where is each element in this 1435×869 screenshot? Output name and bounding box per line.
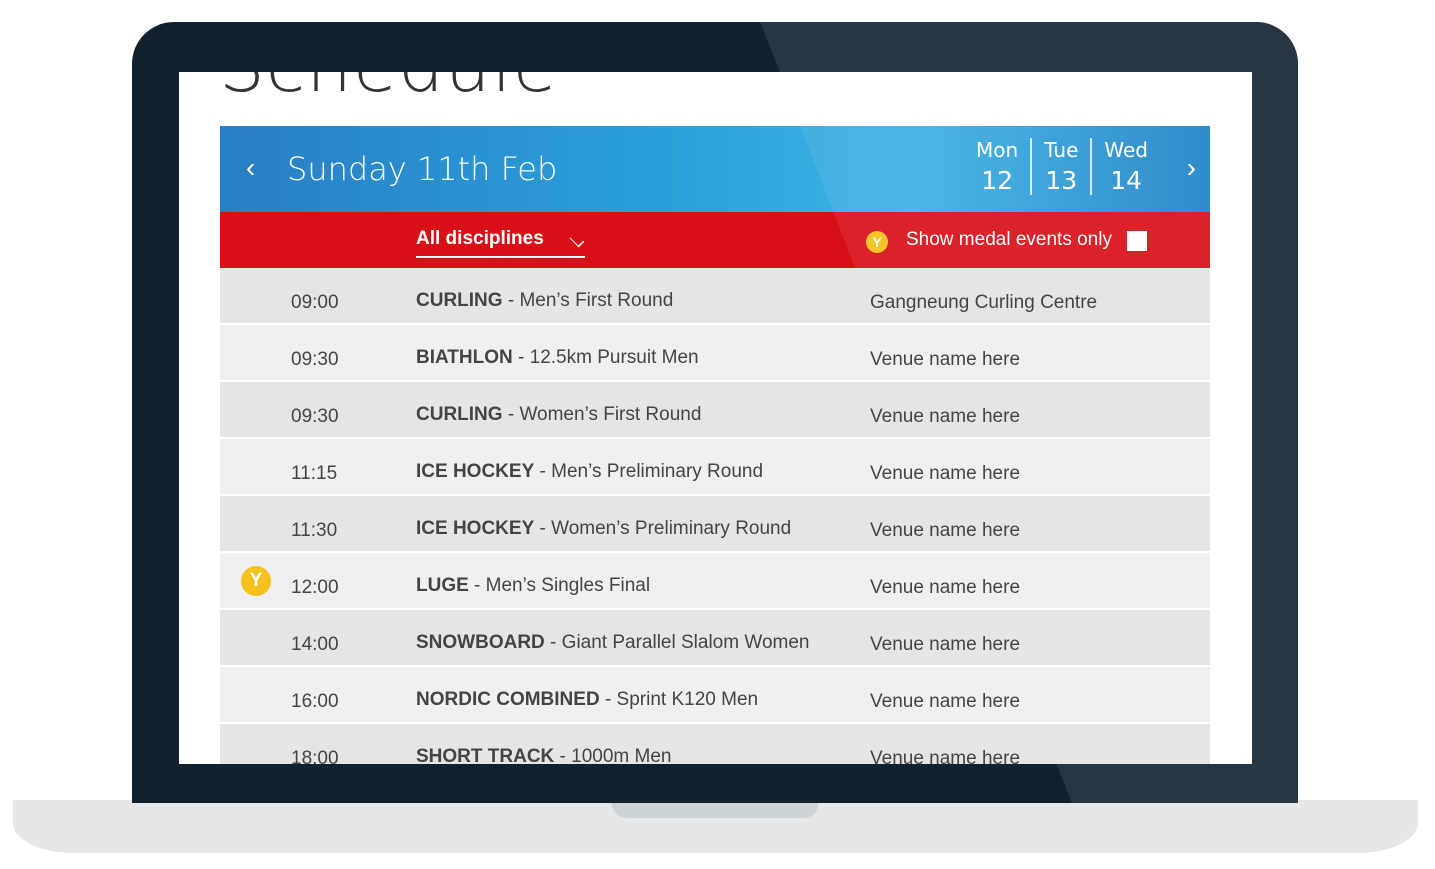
day-number: 12 xyxy=(981,166,1014,195)
event-name: - 12.5km Pursuit Men xyxy=(512,347,699,368)
event-time: 11:15 xyxy=(291,463,338,484)
table-row[interactable]: 16:00 NORDIC COMBINED - Sprint K120 Men Ve… xyxy=(220,667,1210,724)
sport-name: ICE HOCKEY xyxy=(416,461,535,482)
table-row[interactable]: 18:00 SHORT TRACK - 1000m Men Venue name h… xyxy=(220,724,1210,764)
laptop-notch xyxy=(612,800,818,818)
table-row[interactable]: Y 12:00 LUGE - Men’s Singles Final Venue na… xyxy=(220,553,1210,610)
screen: Schedule ‹ Sunday 11th Feb Mon 12 Tue 13 W… xyxy=(179,72,1252,764)
event-title: SNOWBOARD - Giant Parallel Slalom Women xyxy=(416,632,809,654)
event-venue: Venue name here xyxy=(870,634,1021,655)
table-row[interactable]: 09:00 CURLING - Men’s First Round Gangneun… xyxy=(220,268,1210,325)
day-number: 14 xyxy=(1110,166,1143,195)
event-time: 18:00 xyxy=(291,748,339,764)
event-venue: Venue name here xyxy=(870,520,1021,541)
event-time: 12:00 xyxy=(291,577,339,598)
event-title: CURLING - Men’s First Round xyxy=(416,290,673,312)
medal-icon: Y xyxy=(241,566,271,596)
discipline-dropdown[interactable]: All disciplines xyxy=(416,228,585,258)
event-name: - Women’s Preliminary Round xyxy=(534,518,792,539)
table-row[interactable]: 09:30 CURLING - Women’s First Round Venue … xyxy=(220,382,1210,439)
table-row[interactable]: 14:00 SNOWBOARD - Giant Parallel Slalom W… xyxy=(220,610,1210,667)
event-time: 14:00 xyxy=(291,634,339,655)
event-venue: Venue name here xyxy=(870,406,1021,427)
medal-filter-label: Show medal events only xyxy=(906,229,1112,250)
event-list: 09:00 CURLING - Men’s First Round Gangneun… xyxy=(220,268,1210,764)
day-name: Wed xyxy=(1104,138,1148,162)
event-venue: Venue name here xyxy=(870,577,1021,598)
day-tab[interactable]: Mon 12 xyxy=(964,138,1030,195)
day-name: Mon xyxy=(976,138,1019,162)
event-name: - Giant Parallel Slalom Women xyxy=(544,632,810,653)
medal-filter-checkbox[interactable] xyxy=(1127,231,1147,251)
discipline-label: All disciplines xyxy=(416,228,544,249)
day-selector: Mon 12 Tue 13 Wed 14 xyxy=(964,138,1160,195)
event-title: ICE HOCKEY - Men’s Preliminary Round xyxy=(416,461,763,483)
event-title: SHORT TRACK - 1000m Men xyxy=(416,746,672,764)
event-time: 11:30 xyxy=(291,520,338,541)
event-name: - Sprint K120 Men xyxy=(599,689,759,710)
event-name: - Men’s Singles Final xyxy=(468,575,651,596)
table-row[interactable]: 11:15 ICE HOCKEY - Men’s Preliminary Roun… xyxy=(220,439,1210,496)
event-name: - Men’s Preliminary Round xyxy=(534,461,764,482)
table-row[interactable]: 09:30 BIATHLON - 12.5km Pursuit Men Venue … xyxy=(220,325,1210,382)
event-title: LUGE - Men’s Singles Final xyxy=(416,575,650,597)
event-venue: Venue name here xyxy=(870,691,1021,712)
sport-name: SNOWBOARD xyxy=(416,632,545,653)
day-tab[interactable]: Wed 14 xyxy=(1090,138,1160,195)
event-title: CURLING - Women’s First Round xyxy=(416,404,701,426)
event-time: 09:00 xyxy=(291,292,339,313)
table-row[interactable]: 11:30 ICE HOCKEY - Women’s Preliminary Ro… xyxy=(220,496,1210,553)
schedule-panel: ‹ Sunday 11th Feb Mon 12 Tue 13 Wed 14 › Al… xyxy=(220,126,1210,764)
day-tab[interactable]: Tue 13 xyxy=(1030,138,1090,195)
filter-bar: All disciplines Y Show medal events only xyxy=(220,212,1210,268)
medal-icon: Y xyxy=(866,231,888,253)
page-title: Schedule xyxy=(219,72,558,108)
sport-name: ICE HOCKEY xyxy=(416,518,535,539)
sport-name: CURLING xyxy=(416,290,503,311)
event-name: - Women’s First Round xyxy=(502,404,702,425)
chevron-right-icon[interactable]: › xyxy=(1186,152,1196,183)
event-title: ICE HOCKEY - Women’s Preliminary Round xyxy=(416,518,791,540)
sport-name: CURLING xyxy=(416,404,503,425)
event-venue: Gangneung Curling Centre xyxy=(870,292,1098,313)
sport-name: BIATHLON xyxy=(416,347,513,368)
event-time: 09:30 xyxy=(291,349,339,370)
current-date: Sunday 11th Feb xyxy=(287,150,558,188)
chevron-down-icon xyxy=(569,232,585,248)
sport-name: LUGE xyxy=(416,575,469,596)
chevron-left-icon[interactable]: ‹ xyxy=(246,152,256,183)
event-title: NORDIC COMBINED - Sprint K120 Men xyxy=(416,689,758,711)
day-number: 13 xyxy=(1045,166,1078,195)
event-time: 16:00 xyxy=(291,691,339,712)
event-time: 09:30 xyxy=(291,406,339,427)
day-name: Tue xyxy=(1044,138,1079,162)
event-name: - 1000m Men xyxy=(554,746,672,764)
event-venue: Venue name here xyxy=(870,349,1021,370)
event-title: BIATHLON - 12.5km Pursuit Men xyxy=(416,347,699,369)
sport-name: SHORT TRACK xyxy=(416,746,555,764)
date-header: ‹ Sunday 11th Feb Mon 12 Tue 13 Wed 14 › xyxy=(220,126,1210,212)
event-name: - Men’s First Round xyxy=(502,290,674,311)
event-venue: Venue name here xyxy=(870,748,1021,764)
event-venue: Venue name here xyxy=(870,463,1021,484)
sport-name: NORDIC COMBINED xyxy=(416,689,600,710)
